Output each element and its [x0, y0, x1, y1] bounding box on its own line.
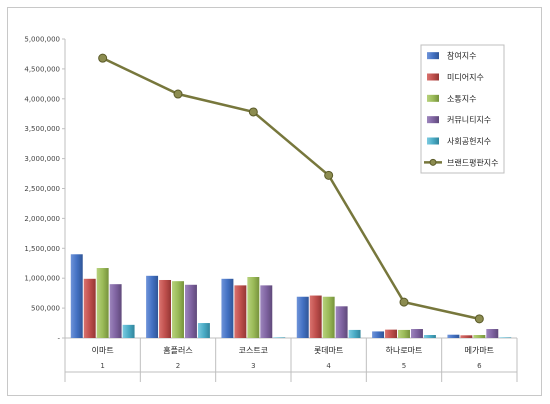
- bar: [335, 306, 348, 338]
- x-index-label: 6: [477, 362, 482, 370]
- x-index-label: 1: [100, 362, 104, 370]
- bar: [260, 285, 273, 338]
- y-tick-label: 3,500,000: [24, 125, 60, 133]
- bar: [473, 335, 486, 338]
- bar: [398, 329, 410, 338]
- bar: [499, 337, 512, 338]
- line-series: [98, 53, 484, 324]
- bar: [385, 329, 398, 338]
- x-index-label: 4: [326, 362, 331, 370]
- x-category-label: 메가마트: [465, 346, 494, 355]
- y-tick-label: 4,000,000: [24, 95, 60, 103]
- legend-label: 미디어지수: [447, 72, 484, 82]
- legend-label: 소통지수: [447, 94, 476, 103]
- bar: [70, 254, 83, 338]
- x-category-label: 하나로마트: [386, 345, 423, 355]
- legend-swatch: [427, 73, 439, 81]
- line-point: [248, 107, 258, 117]
- y-tick-label: 5,000,000: [24, 36, 60, 44]
- x-index-label: 5: [402, 362, 406, 370]
- bar: [423, 335, 436, 338]
- axes: - 500,000 1,000,000 1,500,000 2,000,000 2,500…: [24, 36, 518, 382]
- y-tick-label: 1,000,000: [24, 275, 60, 283]
- bar: [109, 284, 122, 338]
- bar: [447, 334, 460, 338]
- legend-marker: [429, 158, 437, 166]
- x-category-label: 코스트코: [239, 346, 268, 355]
- bar: [410, 329, 423, 338]
- line-point: [98, 53, 108, 63]
- legend-swatch: [427, 137, 439, 145]
- line-point: [173, 89, 183, 99]
- y-tick-label: 1,500,000: [24, 245, 60, 253]
- legend-box: [420, 44, 505, 174]
- bar: [296, 296, 309, 338]
- y-tick-label: -: [57, 335, 60, 343]
- bar: [372, 331, 385, 338]
- bar: [247, 277, 260, 338]
- bar: [221, 278, 234, 338]
- legend-label: 커뮤니티지수: [447, 115, 491, 125]
- bar: [184, 284, 197, 338]
- x-index-label: 3: [251, 362, 255, 370]
- bar: [172, 281, 184, 338]
- series-line: [102, 57, 480, 321]
- y-tick-label: 2,000,000: [24, 215, 60, 223]
- bar: [83, 278, 96, 338]
- x-category-label: 홈플러스: [163, 345, 192, 355]
- bar: [122, 324, 135, 338]
- bar: [146, 275, 159, 338]
- y-tick-label: 3,000,000: [24, 155, 60, 163]
- y-tick-label: 4,500,000: [24, 65, 60, 73]
- x-index-label: 2: [176, 362, 180, 370]
- bar: [348, 329, 361, 338]
- bar: [234, 285, 247, 338]
- bars: [70, 254, 512, 338]
- bar: [273, 337, 286, 338]
- bar: [309, 295, 322, 338]
- line-point: [399, 297, 409, 307]
- line-point: [324, 170, 334, 180]
- bar: [460, 335, 473, 338]
- legend-label: 사회공헌지수: [447, 137, 491, 146]
- bar: [197, 323, 210, 338]
- legend-swatch: [427, 94, 439, 102]
- y-tick-label: 2,500,000: [24, 185, 60, 193]
- bar: [486, 329, 499, 338]
- x-axis-labels: 이마트 1 홈플러스 2 코스트코 3 롯데마트 4 하나로마트 5 메가마트 6: [92, 345, 494, 370]
- legend-label: 브랜드평판지수: [447, 157, 499, 167]
- bar: [96, 268, 109, 338]
- x-category-label: 롯데마트: [314, 346, 343, 355]
- line-point: [474, 314, 484, 324]
- legend-swatch: [427, 116, 439, 124]
- x-category-label: 이마트: [92, 345, 114, 355]
- legend-label: 참여지수: [447, 51, 476, 61]
- legend-swatch: [427, 52, 439, 60]
- bar: [322, 296, 335, 338]
- bar: [159, 279, 172, 338]
- y-tick-label: 500,000: [31, 305, 60, 313]
